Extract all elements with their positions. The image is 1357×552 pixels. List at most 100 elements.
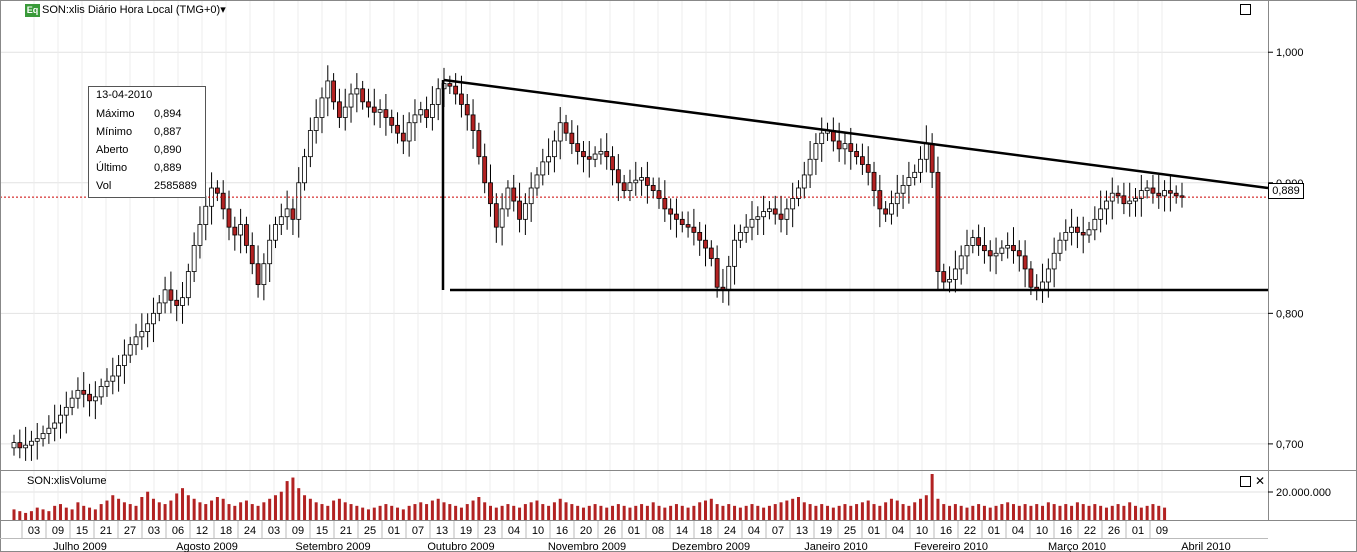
x-tick-label: 18 bbox=[700, 525, 712, 537]
candle-body bbox=[1051, 252, 1057, 270]
volume-bar bbox=[895, 500, 899, 520]
candle-body bbox=[691, 226, 697, 233]
x-tick-label: 01 bbox=[988, 525, 1000, 537]
info-value: 2585889 bbox=[154, 180, 197, 192]
x-tick-label: 01 bbox=[388, 525, 400, 537]
x-tick-label: 04 bbox=[1012, 525, 1024, 537]
volume-title: SON:xlisVolume bbox=[27, 475, 107, 487]
volume-bar bbox=[611, 505, 615, 520]
candle-body bbox=[900, 184, 906, 194]
candle-body bbox=[52, 422, 58, 429]
chart-title[interactable]: SON:xlis Diário Hora Local (TMG+0)▾ bbox=[42, 3, 226, 16]
candle-body bbox=[854, 151, 859, 158]
candle-body bbox=[424, 109, 429, 118]
volume-bar bbox=[860, 502, 864, 520]
candle-body bbox=[569, 132, 575, 145]
info-label: Máximo bbox=[96, 108, 135, 120]
volume-bar bbox=[268, 498, 272, 520]
candle-body bbox=[615, 169, 621, 184]
candle-body bbox=[1016, 250, 1022, 257]
volume-bar bbox=[157, 502, 161, 520]
candle-body bbox=[778, 213, 784, 220]
volume-bar bbox=[390, 505, 394, 520]
candle-body bbox=[110, 375, 116, 382]
volume-bar bbox=[1011, 504, 1015, 520]
candle-body bbox=[174, 299, 180, 306]
volume-bar bbox=[762, 507, 766, 520]
info-value: 0,894 bbox=[154, 108, 182, 120]
volume-bar bbox=[343, 502, 347, 520]
volume-bar bbox=[239, 502, 243, 520]
volume-bar bbox=[605, 507, 609, 520]
volume-bar bbox=[913, 502, 917, 520]
close-volume-icon[interactable]: ✕ bbox=[1255, 474, 1266, 488]
volume-bar bbox=[698, 502, 702, 520]
candle-body bbox=[40, 433, 46, 440]
volume-bar bbox=[686, 507, 690, 520]
x-tick-label: 14 bbox=[676, 525, 688, 537]
maximize-volume-icon[interactable] bbox=[1240, 476, 1251, 487]
x-tick-label: 25 bbox=[364, 525, 376, 537]
volume-bar bbox=[820, 504, 824, 520]
volume-bar bbox=[285, 481, 289, 520]
volume-bar bbox=[547, 505, 551, 520]
volume-bar bbox=[1035, 504, 1039, 520]
candle-body bbox=[342, 106, 348, 118]
candle-body bbox=[703, 239, 708, 249]
volume-bar bbox=[971, 505, 975, 520]
chevron-down-icon[interactable]: ▾ bbox=[220, 4, 226, 16]
candle-body bbox=[476, 130, 482, 158]
candle-body bbox=[273, 224, 278, 241]
candle-body bbox=[883, 208, 889, 215]
chart-title-text: SON:xlis Diário Hora Local (TMG+0) bbox=[42, 4, 221, 16]
x-tick-label: 22 bbox=[964, 525, 976, 537]
volume-bar bbox=[70, 509, 74, 520]
volume-bar bbox=[1070, 505, 1074, 520]
volume-bar bbox=[273, 495, 277, 520]
candle-body bbox=[923, 143, 929, 160]
candle-body bbox=[1104, 200, 1109, 210]
resistance-trendline bbox=[443, 78, 1269, 190]
volume-bar bbox=[616, 504, 620, 520]
volume-bar bbox=[279, 491, 283, 520]
volume-bar bbox=[552, 502, 556, 520]
candle-body bbox=[366, 101, 371, 108]
volume-bar bbox=[901, 504, 905, 520]
month-label: Dezembro 2009 bbox=[672, 541, 750, 552]
maximize-icon[interactable] bbox=[1240, 4, 1251, 15]
candle-body bbox=[214, 187, 220, 194]
candle-body bbox=[935, 171, 941, 272]
candle-body bbox=[929, 143, 935, 173]
candle-body bbox=[180, 297, 185, 306]
candle-body bbox=[522, 203, 528, 220]
x-tick-label: 12 bbox=[196, 525, 208, 537]
candle-body bbox=[307, 130, 313, 158]
volume-bar bbox=[738, 507, 742, 520]
candle-body bbox=[75, 389, 81, 399]
candle-body bbox=[737, 231, 743, 241]
volume-bar bbox=[192, 498, 196, 520]
candle-body bbox=[226, 208, 232, 228]
volume-bar bbox=[361, 507, 365, 520]
candle-body bbox=[557, 122, 563, 142]
candle-body bbox=[819, 132, 825, 145]
candle-body bbox=[1092, 218, 1098, 231]
candlestick-series bbox=[11, 65, 1185, 461]
candle-body bbox=[249, 245, 255, 265]
candle-body bbox=[197, 224, 203, 246]
candle-body bbox=[29, 440, 34, 446]
volume-bar bbox=[808, 504, 812, 520]
candle-body bbox=[621, 182, 627, 192]
volume-bar bbox=[982, 505, 986, 520]
candle-body bbox=[1022, 255, 1028, 270]
volume-bar bbox=[692, 505, 696, 520]
volume-bar bbox=[709, 498, 713, 520]
volume-bar bbox=[1058, 505, 1062, 520]
x-tick-label: 27 bbox=[124, 525, 136, 537]
candle-body bbox=[714, 258, 720, 288]
x-tick-label: 09 bbox=[1156, 525, 1168, 537]
candle-body bbox=[319, 97, 325, 118]
volume-bar bbox=[1046, 502, 1050, 520]
x-tick-label: 07 bbox=[772, 525, 784, 537]
